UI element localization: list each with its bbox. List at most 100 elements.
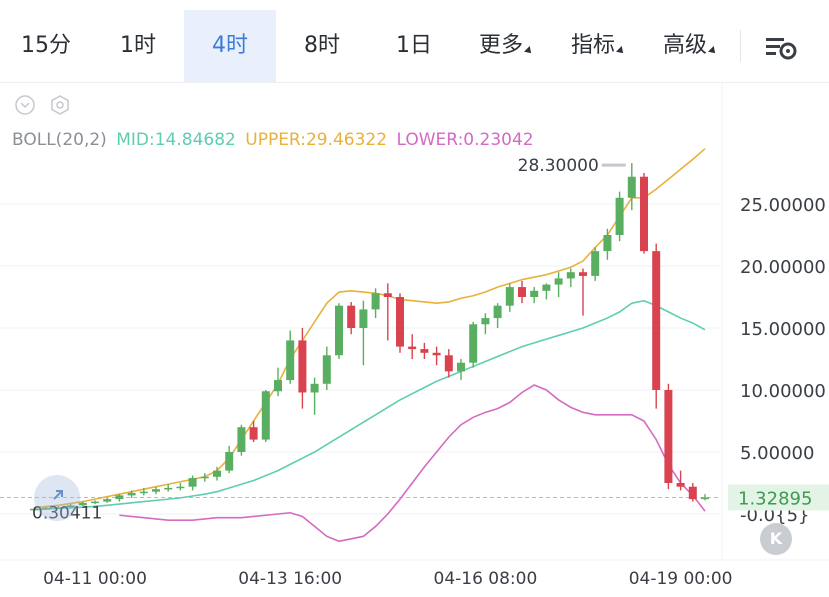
candle-body: [591, 251, 600, 276]
candle-body: [237, 427, 246, 452]
x-tick-label: 04-13 16:00: [238, 569, 342, 589]
boll-mid-value: MID:14.84682: [116, 130, 236, 150]
low-price-label: 0.30411: [32, 503, 102, 523]
y-tick-label: 10.00000: [740, 381, 826, 402]
candle-body: [54, 507, 63, 509]
tab-label: 指标: [570, 33, 615, 58]
candle-body: [286, 340, 295, 381]
hexagon-settings-icon[interactable]: [51, 95, 69, 115]
candle-body: [78, 502, 87, 506]
current-price-tag: [728, 484, 829, 511]
y-tick-label: 25.00000: [740, 195, 826, 216]
candle-body: [615, 197, 624, 235]
boll-lower-value: LOWER:0.23042: [396, 130, 534, 150]
candle-body: [664, 390, 673, 483]
candle-body: [579, 272, 587, 276]
candle-body: [152, 489, 160, 492]
candle-body: [457, 362, 465, 372]
arrow-icon: [53, 490, 63, 500]
candle-body: [359, 309, 368, 328]
candle-body: [115, 495, 124, 500]
candle-body: [127, 492, 136, 496]
candle-body: [91, 501, 99, 504]
candle-body: [347, 305, 356, 328]
candle-body: [408, 346, 417, 350]
boll-lower-line: [119, 384, 706, 543]
candle-body: [298, 340, 307, 393]
tab-1h[interactable]: 1时: [92, 10, 184, 82]
boll-mid-line: [33, 299, 706, 511]
tab-8h[interactable]: 8时: [276, 10, 368, 82]
candle-body: [200, 476, 209, 479]
candle-body: [530, 290, 539, 297]
k-line-button[interactable]: K: [760, 523, 792, 555]
collapse-icon[interactable]: [15, 95, 35, 115]
y-tick-label: 15.00000: [740, 319, 826, 340]
high-price-label: 28.30000: [518, 156, 599, 176]
boll-legend: BOLL(20,2) MID:14.84682 UPPER:29.46322 L…: [12, 130, 538, 150]
candle-body: [505, 287, 514, 306]
boll-upper-value: UPPER:29.46322: [245, 130, 388, 150]
candle-body: [371, 293, 380, 310]
candle-body: [518, 287, 526, 297]
candle-body: [469, 324, 478, 363]
tab-15m[interactable]: 15分: [0, 10, 92, 82]
tab-label: 8时: [304, 33, 340, 58]
candle-body: [676, 483, 685, 487]
x-tick-label: 04-19 00:00: [629, 569, 733, 589]
candle-body: [603, 235, 612, 252]
y-tick-label: 5.00000: [740, 443, 814, 464]
candle-body: [627, 176, 636, 198]
tab-4h[interactable]: 4时: [184, 10, 276, 82]
candle-body: [396, 297, 404, 347]
chart-settings-button[interactable]: [764, 34, 798, 62]
candle-body: [335, 305, 343, 356]
y-tick-label: 20.00000: [740, 257, 826, 278]
candle-body: [261, 391, 270, 440]
x-tick-label: 04-11 00:00: [43, 569, 147, 589]
tab-indicators[interactable]: 指标: [552, 10, 644, 82]
candle-body: [176, 486, 185, 489]
candle-body: [249, 427, 258, 440]
candle-body: [701, 497, 709, 500]
tab-label: 更多: [478, 33, 523, 58]
tab-label: 1日: [396, 33, 432, 58]
candle-body: [42, 507, 51, 510]
candle-body: [310, 383, 319, 393]
candle-body: [652, 251, 661, 390]
tab-more[interactable]: 更多: [460, 10, 552, 82]
timeframe-tab-bar: 15分 1时 4时 8时 1日 更多 指标 高级: [0, 0, 829, 83]
candle-body: [566, 272, 575, 279]
candle-body: [444, 355, 453, 372]
candle-body: [225, 452, 234, 471]
candle-body: [493, 305, 502, 319]
candle-body: [322, 355, 331, 384]
candle-body: [688, 486, 697, 500]
candle-body: [164, 487, 173, 490]
tab-label: 高级: [662, 33, 707, 58]
tab-label: 15分: [21, 33, 71, 58]
candle-body: [274, 380, 282, 392]
tab-advanced[interactable]: 高级: [644, 10, 736, 82]
candle-body: [432, 352, 441, 356]
scroll-handle[interactable]: [34, 475, 80, 521]
candle-body: [188, 478, 197, 487]
settings-icon: [766, 38, 797, 60]
candle-body: [481, 318, 490, 325]
candle-body: [30, 508, 38, 511]
current-price-label: 1.32895: [738, 489, 812, 510]
candle-body: [139, 491, 148, 494]
tab-label: 1时: [120, 33, 156, 58]
candle-body: [554, 278, 563, 285]
candle-body: [213, 470, 221, 477]
chart-mini-toolbar: [14, 94, 84, 116]
candle-body: [66, 505, 75, 508]
tab-label: 4时: [212, 33, 248, 58]
boll-name: BOLL(20,2): [12, 130, 107, 150]
k-icon: K: [769, 529, 783, 548]
divider: [740, 30, 741, 62]
x-tick-label: 04-16 08:00: [434, 569, 538, 589]
candle-body: [420, 349, 429, 353]
tab-1d[interactable]: 1日: [368, 10, 460, 82]
